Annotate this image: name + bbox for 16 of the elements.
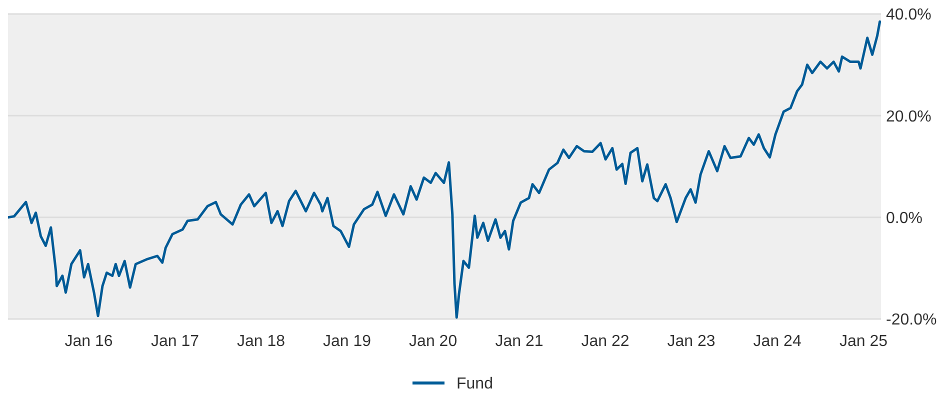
x-tick-label: Jan 19 (323, 333, 372, 350)
legend-label: Fund (456, 376, 493, 393)
x-tick-label: Jan 18 (237, 333, 286, 350)
line-series (8, 20, 882, 319)
y-tick-label: 40.0% (886, 6, 932, 24)
x-tick-label: Jan 25 (840, 333, 888, 350)
x-tick-label: Jan 21 (495, 333, 544, 350)
y-tick-label: 0.0% (886, 210, 922, 227)
y-tick-label: 20.0% (886, 108, 932, 126)
y-tick-label: -20.0% (886, 312, 937, 329)
x-tick-label: Jan 20 (409, 333, 458, 350)
x-tick-label: Jan 16 (64, 333, 113, 350)
x-tick-label: Jan 17 (151, 333, 200, 350)
x-tick-label: Jan 23 (667, 333, 716, 350)
x-tick-label: Jan 24 (753, 333, 802, 350)
x-tick-label: Jan 22 (581, 333, 630, 350)
